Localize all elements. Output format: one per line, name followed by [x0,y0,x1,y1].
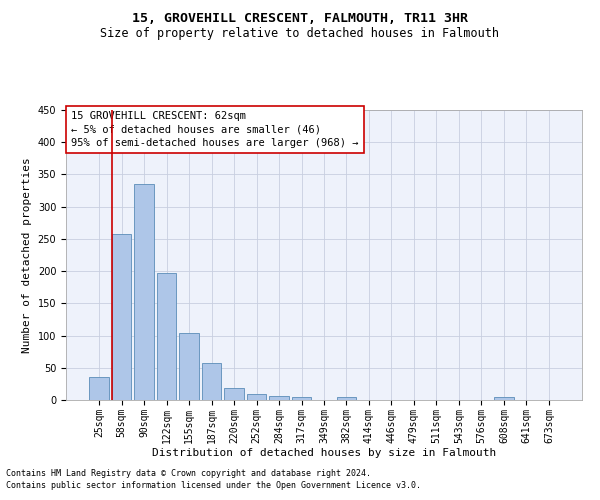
Bar [112,234,131,400]
Text: 15 GROVEHILL CRESCENT: 62sqm
← 5% of detached houses are smaller (46)
95% of sem: 15 GROVEHILL CRESCENT: 62sqm ← 5% of det… [71,112,359,148]
Bar [247,394,266,400]
Bar [269,396,289,400]
Text: 15, GROVEHILL CRESCENT, FALMOUTH, TR11 3HR: 15, GROVEHILL CRESCENT, FALMOUTH, TR11 3… [132,12,468,26]
Text: Size of property relative to detached houses in Falmouth: Size of property relative to detached ho… [101,28,499,40]
Bar [224,388,244,400]
Text: Contains HM Land Registry data © Crown copyright and database right 2024.: Contains HM Land Registry data © Crown c… [6,468,371,477]
Bar [337,397,356,400]
Bar [89,378,109,400]
X-axis label: Distribution of detached houses by size in Falmouth: Distribution of detached houses by size … [152,448,496,458]
Bar [179,333,199,400]
Bar [134,184,154,400]
Bar [157,273,176,400]
Y-axis label: Number of detached properties: Number of detached properties [22,157,32,353]
Bar [494,397,514,400]
Text: Contains public sector information licensed under the Open Government Licence v3: Contains public sector information licen… [6,481,421,490]
Bar [292,398,311,400]
Bar [202,364,221,400]
